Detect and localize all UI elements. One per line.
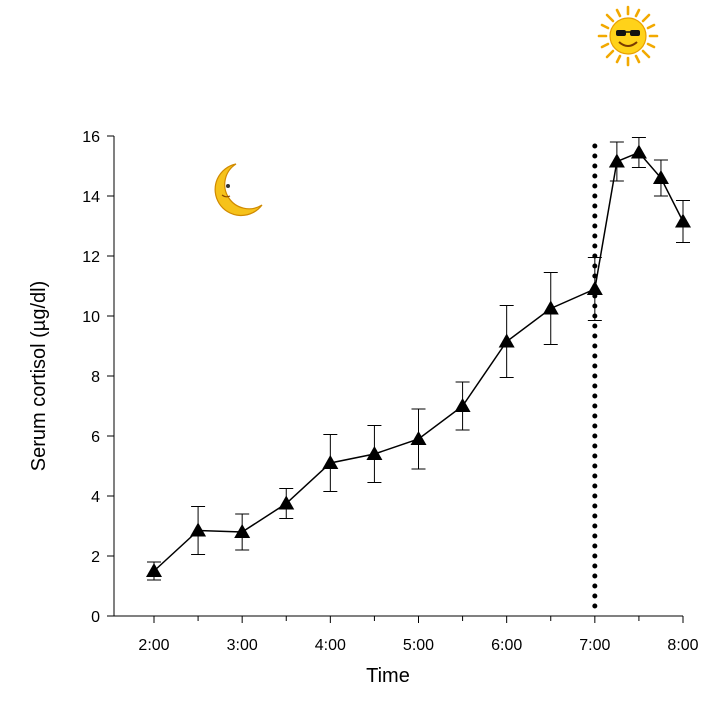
series-line	[153, 151, 684, 572]
y-tick-label: 12	[82, 249, 100, 266]
moon-icon	[214, 163, 263, 217]
data-point-triangle	[630, 144, 647, 159]
x-axis-ticks: 2:00 3:00 4:00 5:00 6:00 7:00 8:00	[138, 616, 699, 654]
data-point-triangle	[366, 446, 383, 460]
data-point-triangle	[608, 153, 625, 168]
data-point-triangle	[542, 300, 559, 315]
x-tick-label: 8:00	[667, 637, 698, 654]
y-tick-label: 8	[91, 369, 100, 386]
y-tick-label: 14	[82, 189, 100, 206]
data-point-triangle	[278, 495, 295, 510]
y-tick-label: 0	[91, 609, 100, 626]
data-point-triangle	[410, 431, 427, 445]
data-point-triangle	[190, 522, 207, 537]
sun-icon	[597, 5, 659, 67]
data-point-triangle	[652, 170, 669, 184]
x-tick-label: 5:00	[403, 637, 434, 654]
data-point-triangle	[234, 524, 251, 538]
x-axis-title: Time	[366, 665, 410, 687]
data-point-triangle	[454, 398, 471, 412]
y-tick-label: 10	[82, 309, 100, 326]
y-tick-label: 16	[82, 129, 100, 146]
data-point-triangle	[498, 333, 515, 348]
x-tick-label: 3:00	[227, 637, 258, 654]
data-point-triangle	[322, 455, 339, 469]
y-axis-ticks: 0 2 4 6 8 10 12 14 16	[82, 129, 114, 626]
x-tick-label: 6:00	[491, 637, 522, 654]
data-point-triangle	[146, 563, 162, 577]
y-axis-title: Serum cortisol (µg/dl)	[28, 281, 50, 471]
y-tick-label: 2	[91, 549, 100, 566]
data-point-triangle	[675, 213, 691, 228]
y-tick-label: 4	[91, 489, 100, 506]
x-tick-label: 4:00	[315, 637, 346, 654]
x-tick-label: 2:00	[138, 637, 169, 654]
x-tick-label: 7:00	[579, 637, 610, 654]
data-point-triangle	[586, 281, 603, 295]
y-tick-label: 6	[91, 429, 100, 446]
data-markers	[146, 144, 691, 577]
